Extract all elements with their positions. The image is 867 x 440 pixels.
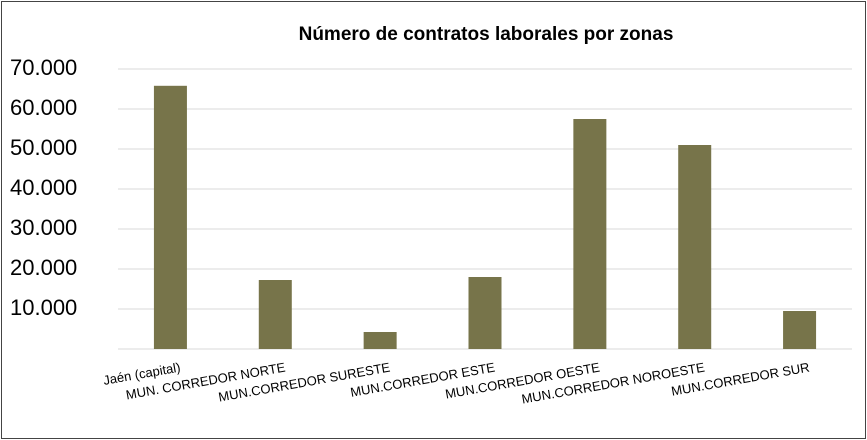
bar xyxy=(363,332,397,349)
chart-title: Número de contratos laborales por zonas xyxy=(299,24,674,45)
y-tick-label: 50.000 xyxy=(10,135,77,160)
y-tick-label: 60.000 xyxy=(10,95,77,120)
y-tick-label: 70.000 xyxy=(10,55,77,80)
bar xyxy=(468,277,502,349)
bar xyxy=(783,311,817,349)
y-tick-label: 40.000 xyxy=(10,175,77,200)
y-tick-label: 30.000 xyxy=(10,215,77,240)
y-tick-label: 10.000 xyxy=(10,295,77,320)
bar xyxy=(678,145,712,349)
bar xyxy=(153,85,187,350)
bar xyxy=(258,280,292,349)
bar xyxy=(573,119,607,349)
y-tick-label: 20.000 xyxy=(10,255,77,280)
